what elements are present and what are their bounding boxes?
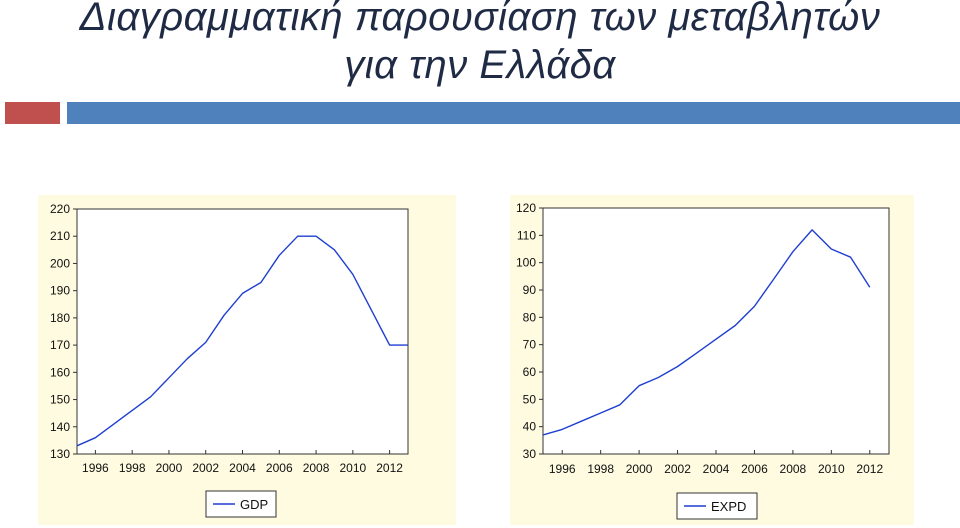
accent-bar-blue bbox=[67, 102, 960, 124]
y-tick-label: 160 bbox=[50, 365, 70, 379]
x-tick-label: 2000 bbox=[156, 461, 183, 475]
gdp-chart: 130 140 150 160 170 180 190 200 210 220 1996 1998 20… bbox=[38, 195, 456, 525]
plot-area bbox=[76, 208, 409, 455]
x-tick-label: 2008 bbox=[303, 461, 330, 475]
x-tick-label: 2008 bbox=[780, 462, 807, 476]
y-tick-label: 220 bbox=[50, 202, 70, 216]
y-tick-label: 80 bbox=[523, 310, 537, 324]
y-tick-label: 40 bbox=[523, 420, 537, 434]
x-tick-label: 2002 bbox=[192, 461, 219, 475]
x-tick-label: 2012 bbox=[376, 461, 403, 475]
x-tick-label: 2012 bbox=[856, 462, 883, 476]
x-tick-label: 1998 bbox=[587, 462, 614, 476]
x-tick-label: 2010 bbox=[818, 462, 845, 476]
expd-chart: 30 40 50 60 70 80 90 100 110 120 1996 1998 2000 2002 2… bbox=[510, 195, 914, 525]
y-tick-label: 190 bbox=[50, 284, 70, 298]
x-tick-label: 2004 bbox=[229, 461, 256, 475]
x-tick-label: 2006 bbox=[741, 462, 768, 476]
x-tick-label: 1996 bbox=[82, 461, 109, 475]
x-tick-label: 1996 bbox=[549, 462, 576, 476]
y-tick-label: 140 bbox=[50, 420, 70, 434]
y-tick-label: 170 bbox=[50, 338, 70, 352]
x-tick-label: 2006 bbox=[266, 461, 293, 475]
x-tick-label: 1998 bbox=[119, 461, 146, 475]
y-tick-label: 150 bbox=[50, 393, 70, 407]
slide-title-line-2: για την Ελλάδα bbox=[344, 43, 616, 87]
y-tick-label: 200 bbox=[50, 256, 70, 270]
legend-label: GDP bbox=[240, 497, 268, 512]
y-tick-label: 110 bbox=[517, 228, 536, 242]
chart-panel-expd: 30 40 50 60 70 80 90 100 110 120 1996 1998 2000 2002 2… bbox=[510, 195, 914, 525]
y-tick-label: 70 bbox=[523, 338, 537, 352]
y-tick-label: 90 bbox=[523, 283, 537, 297]
x-tick-label: 2002 bbox=[664, 462, 691, 476]
y-tick-label: 60 bbox=[523, 365, 537, 379]
slide-title-line-1: Διαγραμματική παρουσίαση των μεταβλητών bbox=[79, 0, 881, 39]
series-line-expd bbox=[542, 229, 871, 436]
y-tick-label: 130 bbox=[50, 447, 70, 461]
legend-label: EXPD bbox=[711, 499, 746, 514]
x-tick-label: 2004 bbox=[703, 462, 730, 476]
y-tick-label: 30 bbox=[523, 447, 537, 461]
chart-panel-gdp: 130 140 150 160 170 180 190 200 210 220 1996 1998 20… bbox=[38, 195, 456, 525]
x-tick-label: 2000 bbox=[626, 462, 653, 476]
y-tick-label: 180 bbox=[50, 311, 70, 325]
y-tick-label: 50 bbox=[523, 392, 537, 406]
y-tick-label: 100 bbox=[516, 256, 536, 270]
x-tick-label: 2010 bbox=[339, 461, 366, 475]
y-tick-label: 210 bbox=[50, 229, 70, 243]
accent-block-red bbox=[5, 102, 60, 124]
y-tick-label: 120 bbox=[516, 201, 536, 215]
plot-area bbox=[542, 207, 890, 455]
